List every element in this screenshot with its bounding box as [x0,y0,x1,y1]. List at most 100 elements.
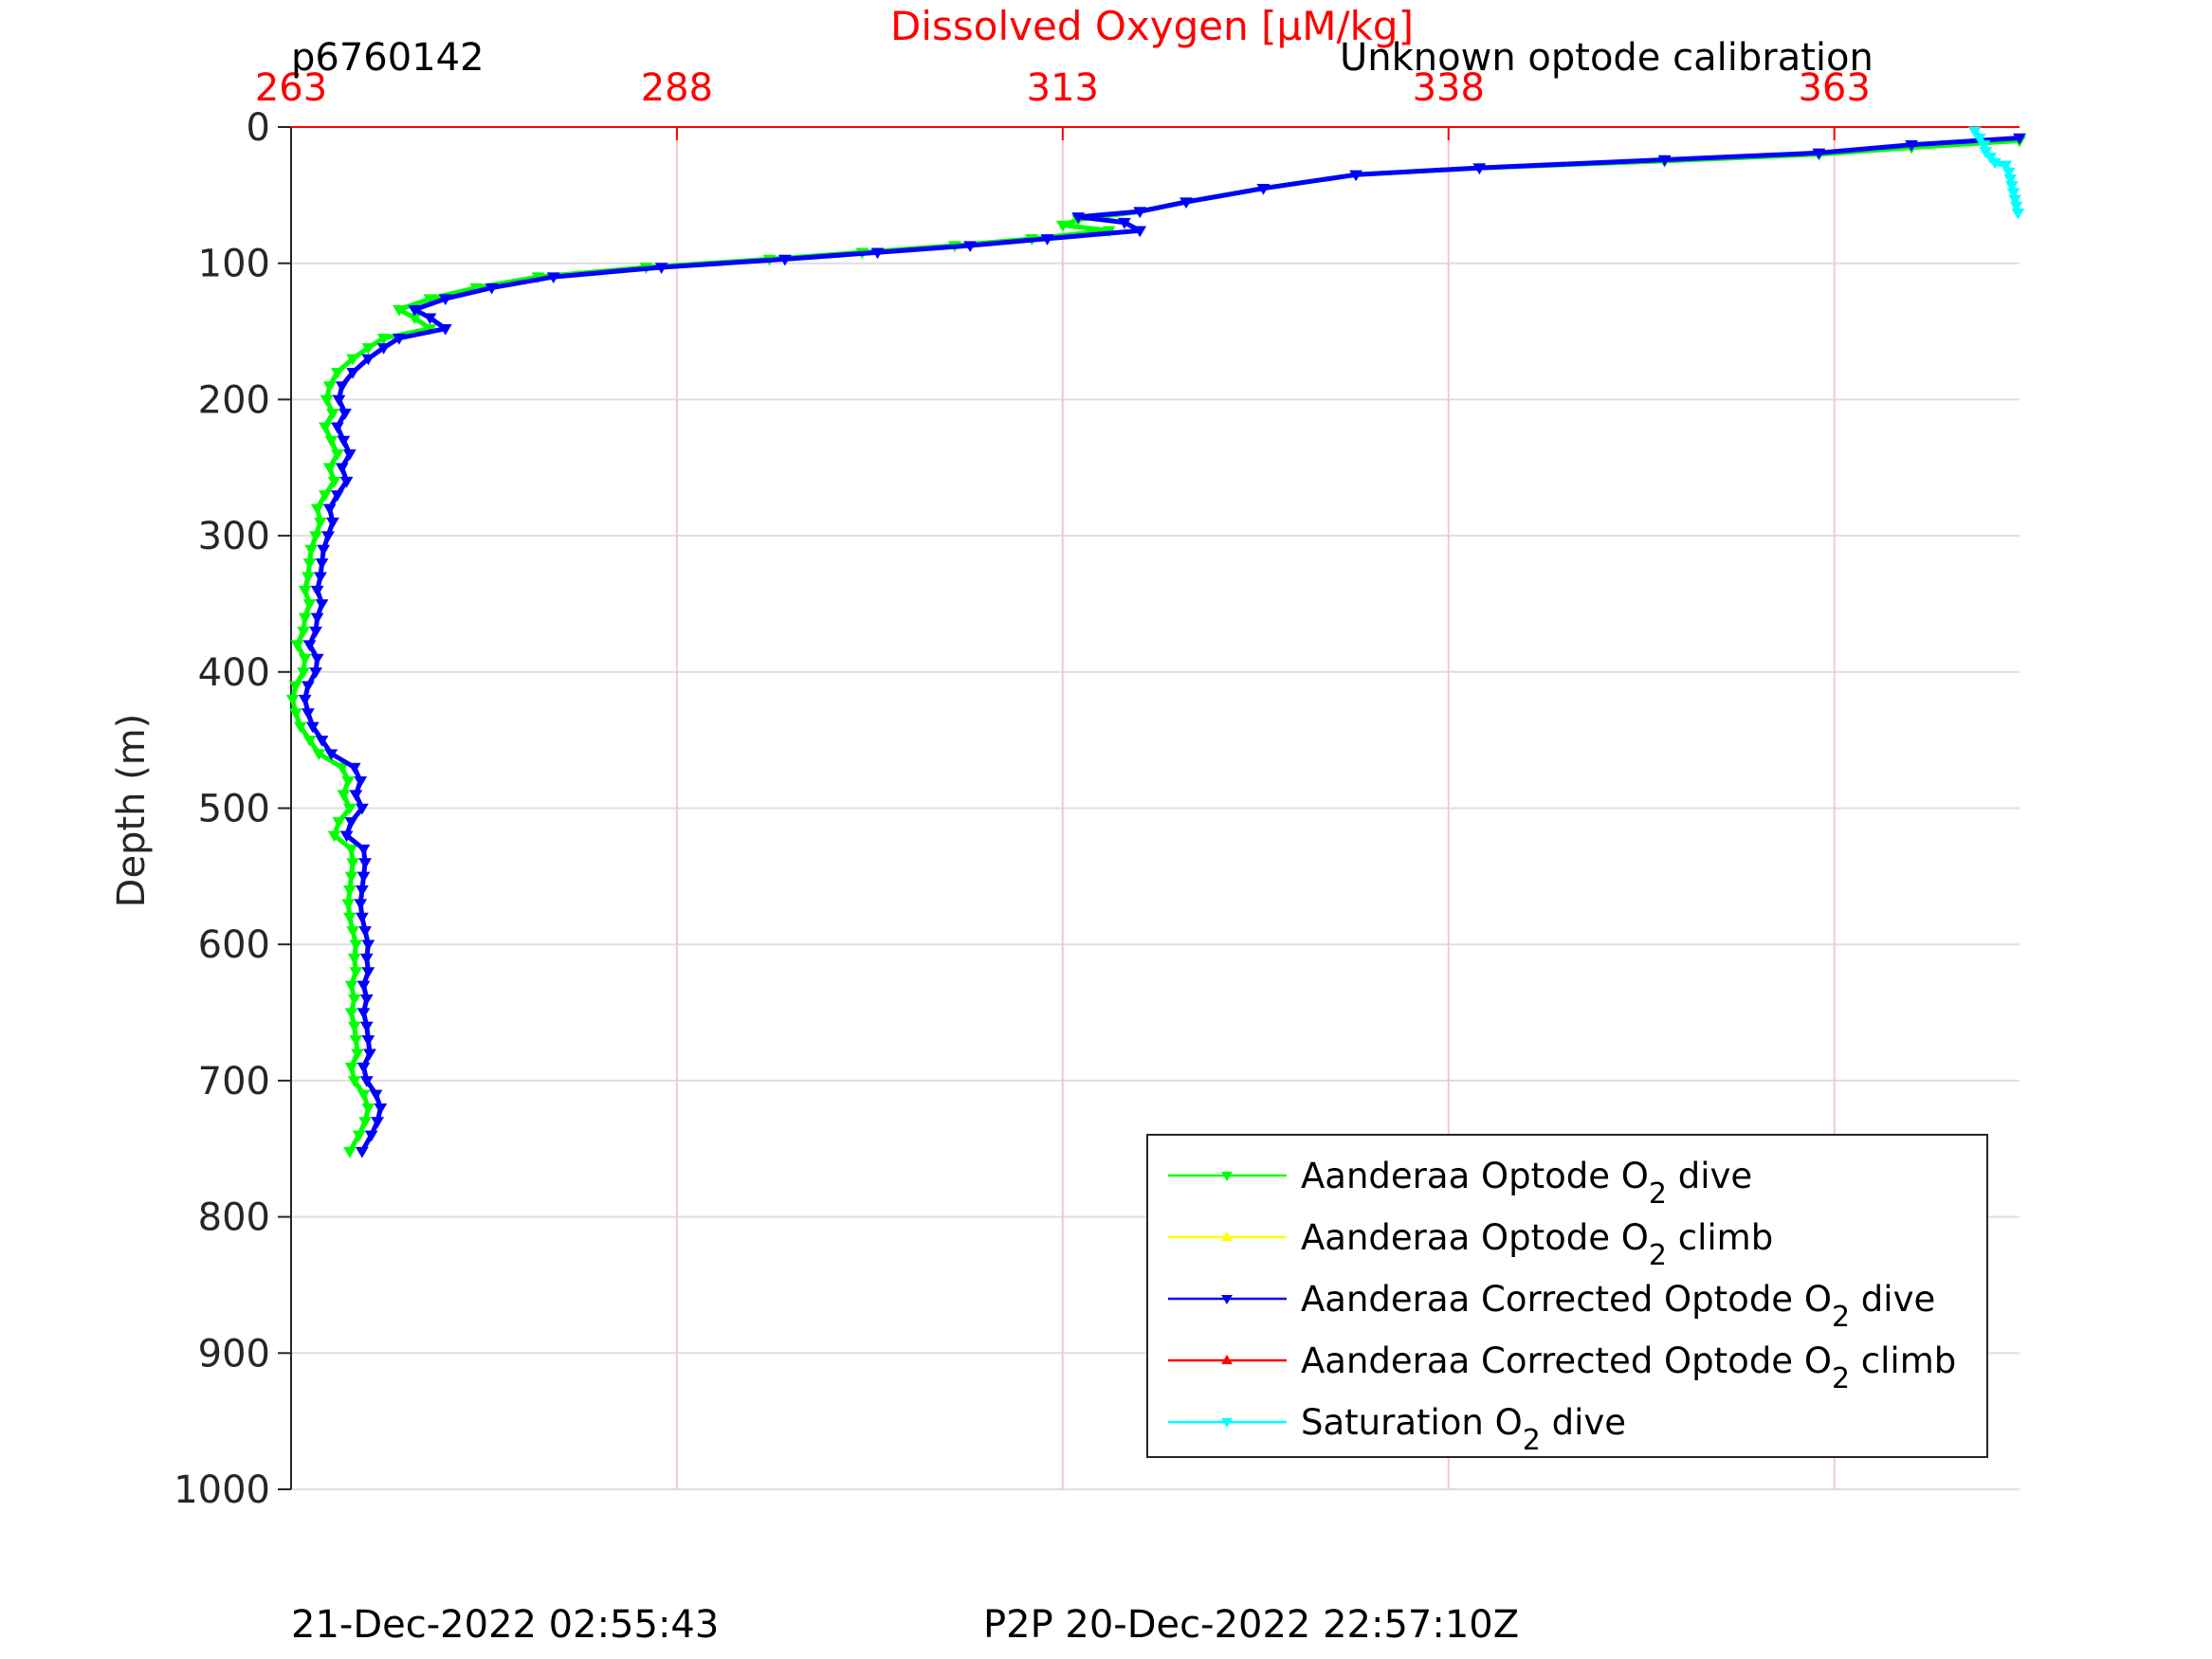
data-point [359,1076,374,1087]
data-point [302,640,317,652]
data-point [297,667,310,679]
data-point [376,343,391,355]
data-point [326,518,339,529]
data-point [2013,133,2026,145]
data-point [335,381,349,393]
data-point [1133,207,1147,219]
y-tick-label: 500 [198,788,270,831]
data-point [302,599,317,611]
data-point [963,241,978,253]
data-point [332,817,346,829]
data-point [1040,234,1054,246]
data-point [358,858,373,869]
data-point [2002,167,2016,179]
data-point [309,531,322,543]
data-point [369,1089,383,1102]
data-point [344,817,358,829]
data-point [438,323,452,336]
data-point [335,463,349,475]
y-axis-label: Depth (m) [110,714,154,908]
data-point [342,803,356,815]
data-point [393,304,406,317]
data-point [347,1021,361,1033]
data-point [376,334,391,345]
data-point [344,871,358,884]
data-point [322,381,337,393]
data-point [305,721,320,734]
data-point [358,1117,373,1128]
calibration-label: Unknown optode calibration [1340,36,1874,80]
data-point [361,939,375,952]
data-point [298,585,312,597]
data-point [1977,139,1991,152]
data-point [2006,188,2020,199]
data-point [1979,147,1993,158]
data-point [310,653,324,665]
data-point [359,953,374,965]
data-point [317,544,331,556]
x-tick-label: 313 [1027,66,1099,110]
x-tick-label: 338 [1413,66,1485,110]
data-point [304,544,319,556]
data-point [324,749,338,761]
y-tick-label: 0 [247,106,270,150]
data-point [297,626,310,638]
y-tick-label: 300 [198,515,270,558]
data-point [338,409,352,420]
y-tick-label: 400 [198,651,270,695]
data-point [298,694,312,706]
data-point [349,1035,363,1047]
data-point [330,367,344,379]
series-4 [1967,126,2025,220]
data-point [359,1021,374,1033]
data-point [342,449,356,461]
data-point [1349,170,1362,182]
legend-item: Aanderaa Corrected Optode O2 climb [1168,1340,1956,1395]
data-point [349,939,363,952]
data-point [438,294,452,306]
data-point [423,313,437,325]
data-point [315,599,329,611]
data-point [347,762,361,775]
x-tick-label: 363 [1798,66,1870,110]
data-point [1812,148,1826,160]
data-point [354,899,368,911]
footer-p2p: P2P 20-Dec-2022 22:57:10Z [983,1603,1519,1647]
profile-id-label: p6760142 [291,36,484,80]
data-point [361,1103,375,1115]
legend-label: Saturation O2 dive [1301,1402,1626,1457]
data-point [314,518,327,529]
data-point [393,334,406,345]
data-point [354,776,368,788]
data-point [349,967,363,978]
data-point [371,1117,385,1128]
data-point [342,1146,356,1158]
data-point [356,1062,371,1074]
data-point [302,708,315,720]
data-point [423,294,437,306]
data-point [342,885,356,897]
y-tick-label: 200 [198,378,270,422]
legend-item: Aanderaa Corrected Optode O2 dive [1168,1279,1935,1334]
data-point [289,708,302,720]
data-point [355,1146,369,1158]
data-point [314,572,327,584]
data-point [302,572,315,584]
data-point [546,272,560,284]
data-point [341,899,356,911]
series-2 [298,133,2026,1158]
data-point [285,694,300,706]
data-point [2008,194,2021,207]
series [285,126,2026,1158]
legend-label: Aanderaa Optode O2 dive [1301,1156,1752,1211]
data-point [358,926,373,938]
data-point [293,721,307,734]
data-point [310,612,324,625]
data-point [374,1103,388,1115]
data-point [326,409,339,420]
data-point [309,667,322,679]
data-point [1118,217,1131,229]
data-point [654,263,668,274]
data-point [346,858,359,869]
